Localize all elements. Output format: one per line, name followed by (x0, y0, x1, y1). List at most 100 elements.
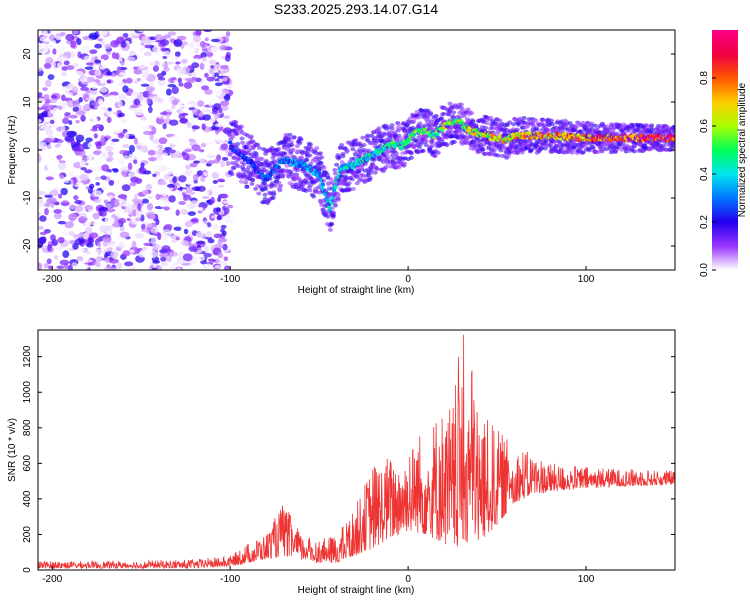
noise-blob (160, 47, 170, 52)
noise-blob (60, 94, 66, 102)
ridge-halo (411, 119, 417, 124)
y-tick-label: 1200 (22, 345, 33, 368)
ridge-halo (393, 151, 399, 156)
noise-blob (72, 30, 79, 35)
noise-blob (38, 119, 42, 123)
ridge-halo (441, 111, 447, 116)
noise-blob (71, 262, 78, 267)
ridge-halo (549, 122, 555, 127)
noise-blob (149, 133, 154, 141)
noise-blob (43, 62, 52, 69)
noise-blob (156, 159, 163, 166)
noise-blob (197, 206, 204, 211)
ridge-halo (530, 123, 536, 128)
noise-blob (147, 149, 156, 156)
noise-blob (191, 76, 197, 81)
ridge-halo (327, 227, 333, 232)
noise-blob (171, 99, 179, 106)
noise-blob (128, 135, 136, 140)
noise-blob (138, 94, 143, 102)
noise-blob (213, 233, 223, 239)
noise-blob (72, 177, 77, 186)
ridge-cell (375, 152, 380, 156)
noise-blob (51, 238, 59, 247)
noise-blob (102, 171, 111, 176)
noise-blob (226, 204, 234, 209)
noise-blob (95, 248, 105, 255)
ridge-cell (331, 188, 337, 192)
ridge-halo (649, 123, 655, 128)
ridge-cell (672, 134, 675, 139)
noise-blob (165, 113, 171, 118)
noise-blob (206, 160, 217, 164)
noise-blob (73, 195, 79, 201)
noise-blob (169, 251, 179, 257)
y-tick-label: 400 (22, 490, 33, 507)
noise-blob (51, 94, 58, 100)
noise-blob (156, 265, 162, 270)
noise-blob (110, 251, 119, 259)
noise-blob (204, 89, 213, 95)
noise-blob (109, 114, 118, 119)
noise-blob (139, 166, 144, 172)
ridge-halo (308, 183, 314, 188)
noise-blob (158, 106, 167, 112)
noise-blob (185, 133, 192, 138)
noise-blob (114, 199, 120, 203)
noise-blob (166, 255, 172, 262)
noise-blob (181, 67, 186, 75)
ridge-halo (346, 181, 352, 186)
noise-blob (109, 91, 119, 96)
noise-blob (133, 66, 139, 70)
noise-blob (212, 201, 221, 209)
x-tick-label: 100 (578, 274, 595, 285)
noise-blob (134, 232, 145, 239)
noise-blob (163, 67, 170, 72)
snr-series-line (38, 334, 675, 570)
noise-blob (224, 54, 231, 62)
ridge-halo (396, 123, 402, 128)
ridge-halo (287, 132, 293, 137)
ridge-halo (372, 170, 378, 175)
noise-blob (92, 212, 100, 220)
ridge-halo (511, 122, 517, 127)
noise-blob (38, 226, 44, 230)
noise-blob (85, 97, 95, 101)
noise-blob (195, 43, 201, 48)
noise-blob (77, 88, 83, 97)
noise-blob (47, 265, 53, 270)
noise-blob (224, 94, 231, 102)
ridge-halo (299, 155, 305, 160)
noise-blob (163, 173, 171, 180)
noise-blob (179, 125, 189, 129)
ridge-halo (307, 153, 313, 158)
noise-blob (187, 211, 196, 216)
noise-blob (38, 44, 43, 49)
noise-blob (162, 211, 172, 218)
noise-blob (38, 189, 44, 197)
noise-blob (149, 250, 158, 258)
noise-blob (108, 217, 115, 225)
x-tick-label: -100 (220, 274, 240, 285)
ridge-halo (515, 150, 521, 155)
noise-blob (187, 30, 192, 36)
ridge-halo (238, 179, 244, 184)
ridge-halo (396, 133, 402, 138)
ridge-halo (542, 146, 548, 151)
noise-blob (38, 201, 47, 208)
ridge-halo (451, 110, 457, 115)
noise-blob (163, 34, 172, 39)
ridge-halo (336, 193, 342, 198)
noise-blob (100, 58, 105, 66)
noise-blob (223, 256, 229, 262)
noise-blob (141, 198, 149, 204)
noise-blob (155, 218, 160, 226)
noise-blob (196, 109, 201, 115)
noise-blob (171, 261, 179, 266)
noise-blob (210, 38, 220, 43)
noise-blob (187, 46, 198, 54)
ridge-halo (240, 140, 246, 145)
noise-blob (128, 153, 135, 161)
ridge-halo (328, 177, 334, 182)
